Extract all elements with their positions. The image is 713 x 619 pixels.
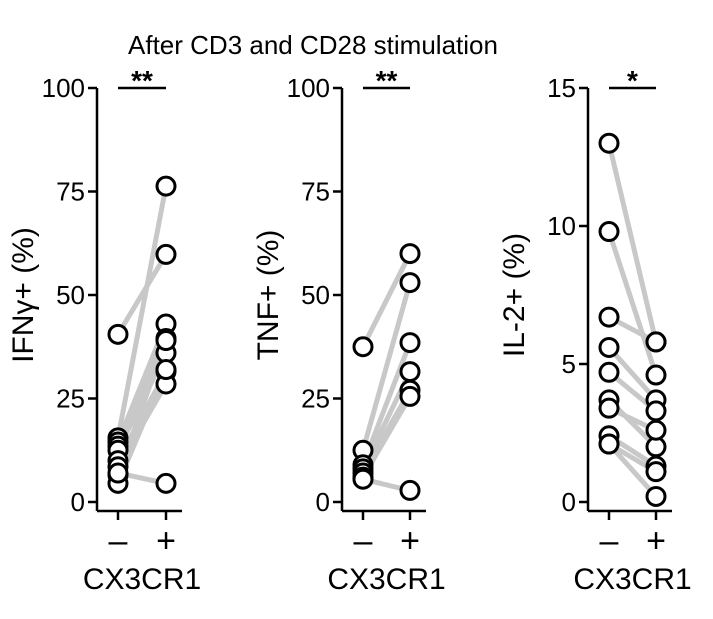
- ifng-point-pos-1: [155, 175, 177, 197]
- il2-point-pos-2: [645, 331, 667, 353]
- il2-ytick-label-5: 5: [562, 349, 576, 379]
- tnf-point-pos-0: [399, 243, 421, 265]
- il2-point-pos-9: [645, 485, 667, 507]
- ifng-ytick-label-50: 50: [56, 280, 85, 310]
- ifng-ytick-label-75: 75: [56, 177, 85, 207]
- ifng-point-neg-0: [107, 323, 129, 345]
- ifng-point-pos-0: [155, 243, 177, 265]
- il2-point-neg-0: [598, 132, 620, 154]
- tnf-ytick-label-75: 75: [301, 177, 330, 207]
- il2-category-label-1: +: [646, 522, 666, 560]
- panel-ifng: 0 25 50 75 100 – +CX3CR1 IFNγ+ (%) **: [7, 65, 201, 596]
- panel-tnf: 0 25 50 75 100 – +CX3CR1 TNF+ (%) **: [252, 65, 446, 596]
- ifng-y-axis-label: IFNγ+ (%): [7, 227, 40, 363]
- il2-point-neg-3: [598, 336, 620, 358]
- ifng-ytick-label-0: 0: [71, 487, 85, 517]
- il2-pair-line-3: [606, 344, 659, 403]
- tnf-y-axis-label: TNF+ (%): [252, 230, 285, 361]
- tnf-point-neg-6: [352, 468, 374, 490]
- il2-point-neg-6: [598, 397, 620, 419]
- ifng-pair-line-1: [115, 183, 169, 441]
- il2-x-axis-label: CX3CR1: [573, 563, 691, 596]
- il2-point-pos-6: [645, 419, 667, 441]
- tnf-point-pos-2: [399, 332, 421, 354]
- il2-ytick-label-0: 0: [562, 487, 576, 517]
- ifng-significance-label: **: [131, 65, 153, 96]
- panel-il2: 0 5 10 15 – +CX3CR1 IL-2+ (%) *: [498, 65, 692, 596]
- ifng-ytick-label-25: 25: [56, 384, 85, 414]
- tnf-ytick-label-25: 25: [301, 384, 330, 414]
- tnf-ytick-label-0: 0: [316, 487, 330, 517]
- il2-pair-line-9: [606, 441, 659, 499]
- ifng-point-pos-7: [155, 330, 177, 352]
- il2-point-neg-1: [598, 221, 620, 243]
- il2-point-neg-9: [598, 433, 620, 455]
- il2-point-pos-4: [645, 400, 667, 422]
- ifng-category-label-0: –: [109, 522, 128, 560]
- tnf-point-pos-3: [399, 361, 421, 383]
- ifng-x-axis-label: CX3CR1: [83, 563, 201, 596]
- tnf-significance-label: **: [376, 65, 398, 96]
- tnf-ytick-label-100: 100: [287, 73, 330, 103]
- tnf-point-pos-1: [399, 272, 421, 294]
- il2-point-pos-1: [645, 364, 667, 386]
- tnf-x-axis-label: CX3CR1: [327, 563, 445, 596]
- tnf-ytick-label-50: 50: [301, 280, 330, 310]
- il2-point-pos-8: [645, 461, 667, 483]
- ifng-category-label-1: +: [156, 522, 176, 560]
- il2-ytick-label-15: 15: [547, 73, 576, 103]
- ifng-point-pos-8: [155, 359, 177, 381]
- ifng-pair-line-0: [115, 251, 169, 337]
- il2-pair-line-0: [606, 140, 659, 345]
- tnf-point-pos-6: [399, 479, 421, 501]
- figure-title: After CD3 and CD28 stimulation: [128, 30, 498, 60]
- tnf-category-label-0: –: [354, 522, 373, 560]
- ifng-point-neg-9: [107, 462, 129, 484]
- tnf-pair-line-0: [360, 251, 413, 350]
- tnf-category-label-1: +: [400, 522, 420, 560]
- il2-category-label-0: –: [600, 522, 619, 560]
- il2-pair-line-1: [606, 229, 659, 378]
- ifng-point-pos-9: [155, 472, 177, 494]
- tnf-pair-line-1: [360, 280, 413, 453]
- il2-significance-label: *: [627, 65, 638, 96]
- tnf-point-pos-5: [399, 385, 421, 407]
- il2-ytick-label-10: 10: [547, 211, 576, 241]
- tnf-point-neg-0: [352, 336, 374, 358]
- il2-point-neg-4: [598, 361, 620, 383]
- ifng-ytick-label-100: 100: [42, 73, 85, 103]
- il2-y-axis-label: IL-2+ (%): [498, 233, 531, 357]
- il2-point-neg-2: [598, 306, 620, 328]
